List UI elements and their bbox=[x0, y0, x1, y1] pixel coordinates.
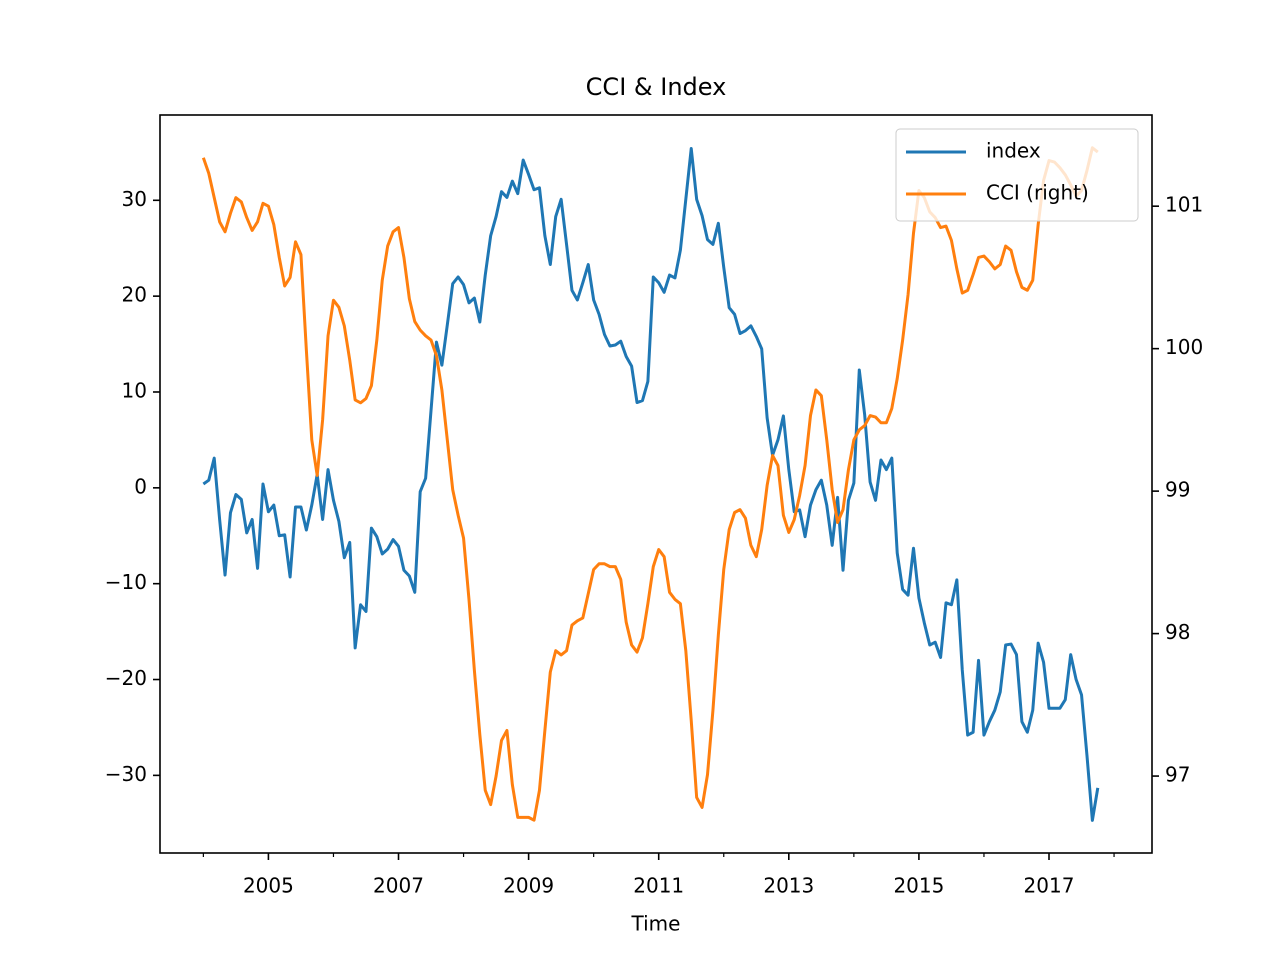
y2-tick-label: 100 bbox=[1165, 335, 1203, 359]
chart-title: CCI & Index bbox=[586, 73, 727, 101]
x-tick-label: 2017 bbox=[1024, 874, 1075, 898]
x-tick-label: 2015 bbox=[893, 874, 944, 898]
plot-frame bbox=[159, 114, 1153, 854]
y-tick-label: −30 bbox=[105, 762, 147, 786]
y2-tick-label: 101 bbox=[1165, 193, 1203, 217]
x-tick-label: 2011 bbox=[633, 874, 684, 898]
y-tick-label: 30 bbox=[122, 187, 147, 211]
legend-label: CCI (right) bbox=[986, 181, 1089, 205]
y-tick-label: 10 bbox=[122, 378, 147, 402]
x-tick-label: 2005 bbox=[243, 874, 294, 898]
y-tick-label: −10 bbox=[105, 570, 147, 594]
y2-tick-label: 97 bbox=[1165, 763, 1190, 787]
x-tick-label: 2007 bbox=[373, 874, 424, 898]
x-tick-label: 2013 bbox=[763, 874, 814, 898]
series-line bbox=[201, 146, 1099, 822]
series-line bbox=[202, 147, 1100, 822]
y-tick-label: 0 bbox=[134, 474, 147, 498]
y2-tick-label: 99 bbox=[1165, 478, 1190, 502]
y-tick-label: −20 bbox=[105, 666, 147, 690]
y-tick-label: 20 bbox=[122, 283, 147, 307]
x-axis-label: Time bbox=[631, 912, 681, 936]
x-tick-label: 2009 bbox=[503, 874, 554, 898]
legend-label: index bbox=[986, 139, 1041, 163]
y2-tick-label: 98 bbox=[1165, 620, 1190, 644]
